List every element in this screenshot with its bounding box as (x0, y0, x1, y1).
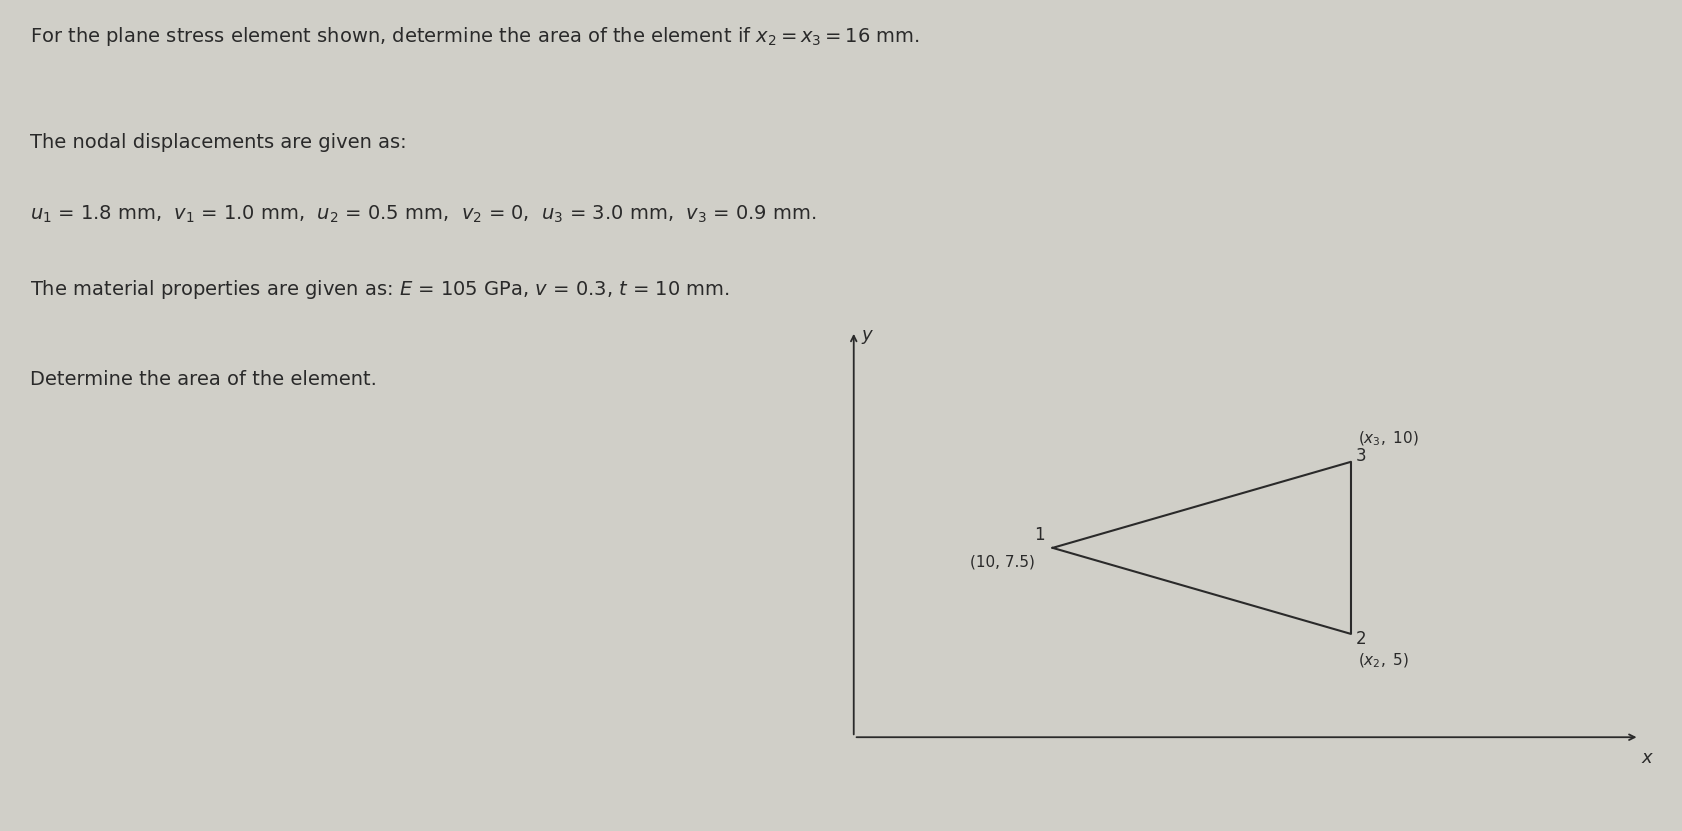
Text: Determine the area of the element.: Determine the area of the element. (30, 370, 377, 389)
Text: y: y (861, 326, 871, 344)
Text: x: x (1640, 750, 1652, 767)
Text: The material properties are given as: $E$ = 105 GPa, $v$ = 0.3, $t$ = 10 mm.: The material properties are given as: $E… (30, 278, 730, 302)
Text: $(x_2,\ 5)$: $(x_2,\ 5)$ (1357, 652, 1410, 670)
Text: (10, 7.5): (10, 7.5) (971, 555, 1034, 570)
Text: For the plane stress element shown, determine the area of the element if $x_2 = : For the plane stress element shown, dete… (30, 25, 920, 48)
Text: The nodal displacements are given as:: The nodal displacements are given as: (30, 133, 407, 152)
Text: $(x_3,\ 10)$: $(x_3,\ 10)$ (1357, 430, 1418, 448)
Text: $u_1$ = 1.8 mm,  $v_1$ = 1.0 mm,  $u_2$ = 0.5 mm,  $v_2$ = 0,  $u_3$ = 3.0 mm,  : $u_1$ = 1.8 mm, $v_1$ = 1.0 mm, $u_2$ = … (30, 204, 816, 225)
Text: 2: 2 (1356, 631, 1366, 648)
Text: 1: 1 (1034, 526, 1045, 544)
Text: 3: 3 (1356, 447, 1366, 465)
